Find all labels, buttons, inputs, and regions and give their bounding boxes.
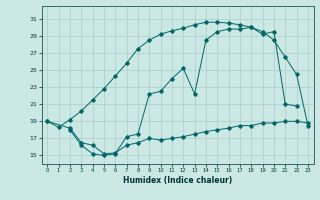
X-axis label: Humidex (Indice chaleur): Humidex (Indice chaleur) — [123, 176, 232, 185]
